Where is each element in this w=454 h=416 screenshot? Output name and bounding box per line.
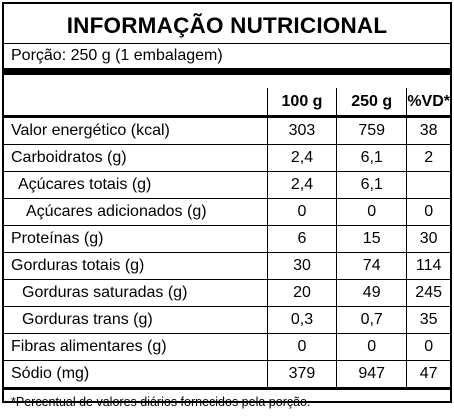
value-250g: 947: [336, 360, 408, 387]
table-row: Açúcares totais (g) 2,4 6,1: [4, 171, 450, 199]
footnote: *Percentual de valores diários fornecido…: [4, 387, 450, 416]
nutrition-table: 100 g 250 g %VD* Valor energético (kcal)…: [4, 88, 450, 387]
value-250g: 759: [336, 116, 408, 145]
row-label: Sódio (mg): [4, 360, 268, 387]
column-header-100g: 100 g: [267, 88, 338, 118]
table-row: Fibras alimentares (g) 0 0 0: [4, 333, 450, 361]
spacer: [4, 75, 450, 88]
table-row: Gorduras totais (g) 30 74 114: [4, 252, 450, 280]
table-row: Gorduras saturadas (g) 20 49 245: [4, 279, 450, 307]
value-100g: 303: [267, 116, 338, 145]
row-label: Açúcares adicionados (g): [4, 198, 268, 226]
value-100g: 2,4: [267, 144, 338, 172]
row-label: Gorduras totais (g): [4, 252, 268, 280]
value-100g: 0: [267, 198, 338, 226]
value-vd: [406, 171, 450, 199]
row-label: Gorduras saturadas (g): [4, 279, 268, 307]
value-250g: 0: [336, 333, 408, 361]
row-label: Valor energético (kcal): [4, 116, 268, 145]
value-100g: 30: [267, 252, 338, 280]
value-vd: 245: [406, 279, 450, 307]
value-250g: 15: [336, 225, 408, 253]
table-header-row: 100 g 250 g %VD*: [4, 88, 450, 118]
header-empty-cell: [4, 88, 268, 118]
table-row: Carboidratos (g) 2,4 6,1 2: [4, 144, 450, 172]
table-row: Açúcares adicionados (g) 0 0 0: [4, 198, 450, 226]
value-vd: 0: [406, 333, 450, 361]
value-vd: 35: [406, 306, 450, 334]
table-row: Gorduras trans (g) 0,3 0,7 35: [4, 306, 450, 334]
column-header-250g: 250 g: [336, 88, 408, 118]
value-250g: 49: [336, 279, 408, 307]
row-label: Açúcares totais (g): [4, 171, 268, 199]
value-100g: 20: [267, 279, 338, 307]
value-vd: 30: [406, 225, 450, 253]
value-100g: 0,3: [267, 306, 338, 334]
value-250g: 0: [336, 198, 408, 226]
row-label: Fibras alimentares (g): [4, 333, 268, 361]
value-vd: 114: [406, 252, 450, 280]
value-250g: 6,1: [336, 144, 408, 172]
table-row: Valor energético (kcal) 303 759 38: [4, 116, 450, 145]
row-label: Gorduras trans (g): [4, 306, 268, 334]
value-vd: 47: [406, 360, 450, 387]
value-250g: 0,7: [336, 306, 408, 334]
table-row: Proteínas (g) 6 15 30: [4, 225, 450, 253]
value-250g: 6,1: [336, 171, 408, 199]
value-100g: 379: [267, 360, 338, 387]
value-100g: 2,4: [267, 171, 338, 199]
column-header-vd: %VD*: [406, 88, 450, 118]
row-label: Proteínas (g): [4, 225, 268, 253]
portion-size: Porção: 250 g (1 embalagem): [11, 47, 223, 64]
value-100g: 6: [267, 225, 338, 253]
value-vd: 2: [406, 144, 450, 172]
value-vd: 0: [406, 198, 450, 226]
nutrition-facts-panel: INFORMAÇÃO NUTRICIONAL Porção: 250 g (1 …: [2, 2, 452, 409]
panel-title: INFORMAÇÃO NUTRICIONAL: [4, 4, 450, 44]
row-label: Carboidratos (g): [4, 144, 268, 172]
value-250g: 74: [336, 252, 408, 280]
table-row: Sódio (mg) 379 947 47: [4, 360, 450, 387]
divider-thick: [4, 68, 450, 75]
value-vd: 38: [419, 122, 438, 139]
value-100g: 0: [267, 333, 338, 361]
